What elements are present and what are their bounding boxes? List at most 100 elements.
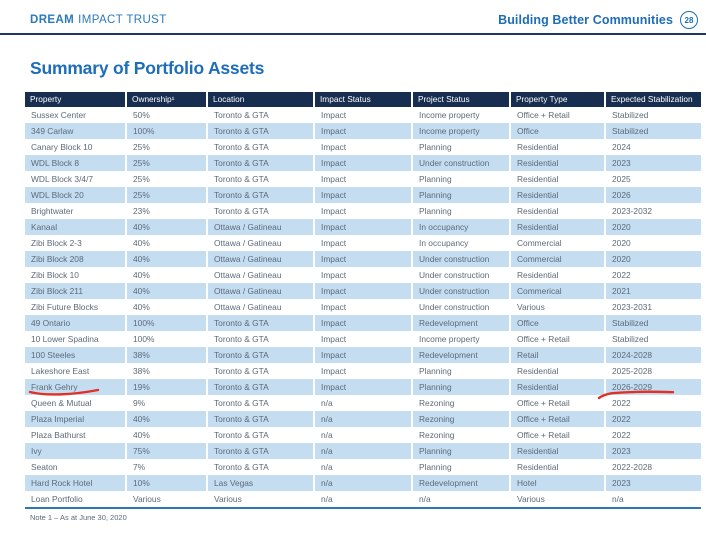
table-cell: Toronto & GTA xyxy=(206,427,313,443)
table-cell: Residential xyxy=(509,171,604,187)
table-cell: Impact xyxy=(313,203,411,219)
column-header: Ownership¹ xyxy=(125,92,206,107)
table-cell: 40% xyxy=(125,283,206,299)
table-cell: n/a xyxy=(313,475,411,491)
table-cell: 2021 xyxy=(604,283,701,299)
table-cell: Planning xyxy=(411,139,509,155)
table-cell: Stabilized xyxy=(604,107,701,123)
table-cell: Impact xyxy=(313,235,411,251)
table-row: Ivy 75% Toronto & GTA n/a Planning Residentia… xyxy=(25,443,701,459)
table-cell: n/a xyxy=(313,411,411,427)
table-cell: Office + Retail xyxy=(509,411,604,427)
table-cell: 100% xyxy=(125,315,206,331)
table-cell: Impact xyxy=(313,379,411,395)
table-cell: In occupancy xyxy=(411,219,509,235)
table-cell: Toronto & GTA xyxy=(206,347,313,363)
table-cell: Various xyxy=(125,491,206,507)
table-row: Zibi Block 208 40% Ottawa / Gatineau Impact… xyxy=(25,251,701,267)
table-cell: Zibi Block 10 xyxy=(31,270,79,280)
table-cell: Toronto & GTA xyxy=(206,155,313,171)
table-cell: 40% xyxy=(125,299,206,315)
table-cell: Planning xyxy=(411,459,509,475)
table-cell: 2024-2028 xyxy=(604,347,701,363)
column-header: Expected Stabilization xyxy=(604,92,701,107)
table-cell: Ottawa / Gatineau xyxy=(206,219,313,235)
table-cell: Toronto & GTA xyxy=(206,395,313,411)
table-cell: 2022 xyxy=(604,395,701,411)
table-cell: 100% xyxy=(125,123,206,139)
table-cell: Toronto & GTA xyxy=(206,107,313,123)
top-header: DREAM IMPACT TRUST Building Better Commu… xyxy=(30,9,698,31)
table-cell: Residential xyxy=(509,363,604,379)
table-cell: 38% xyxy=(125,363,206,379)
table-cell: Ivy xyxy=(25,443,125,459)
table-cell: Residential xyxy=(509,203,604,219)
table-cell: 2023-2031 xyxy=(604,299,701,315)
table-cell: Impact xyxy=(313,363,411,379)
table-cell: Las Vegas xyxy=(206,475,313,491)
table-cell: Income property xyxy=(411,331,509,347)
table-row: Zibi Future Blocks 40% Ottawa / Gatineau Im… xyxy=(25,299,701,315)
table-cell: Toronto & GTA xyxy=(206,363,313,379)
table-cell: Impact xyxy=(313,123,411,139)
table-cell: Various xyxy=(509,299,604,315)
table-cell: Impact xyxy=(313,331,411,347)
table-row: Seaton 7% Toronto & GTA n/a Planning Resident… xyxy=(25,459,701,475)
table-cell: Office + Retail xyxy=(509,107,604,123)
table-cell: Sussex Center xyxy=(31,110,86,120)
table-cell: 50% xyxy=(125,107,206,123)
table-cell: Under construction xyxy=(411,251,509,267)
table-cell: Rezoning xyxy=(411,395,509,411)
table-cell: Under construction xyxy=(411,267,509,283)
table-cell: Office + Retail xyxy=(509,427,604,443)
table-cell: In occupancy xyxy=(411,235,509,251)
table-cell: 2020 xyxy=(604,219,701,235)
table-cell: Toronto & GTA xyxy=(206,123,313,139)
table-cell: Stabilized xyxy=(604,331,701,347)
table-cell: Frank Gehry xyxy=(25,379,125,395)
table-cell: Office xyxy=(509,123,604,139)
table-cell: 19% xyxy=(125,379,206,395)
table-cell: Toronto & GTA xyxy=(206,203,313,219)
table-row: Zibi Block 211 40% Ottawa / Gatineau Impact… xyxy=(25,283,701,299)
table-cell: Toronto & GTA xyxy=(206,171,313,187)
table-cell: Residential xyxy=(509,267,604,283)
table-cell: 2026 xyxy=(604,187,701,203)
table-cell: Under construction xyxy=(411,283,509,299)
table-cell: Toronto & GTA xyxy=(206,379,313,395)
table-cell: 2022 xyxy=(604,427,701,443)
table-row: Plaza Imperial 40% Toronto & GTA n/a Rezonin… xyxy=(25,411,701,427)
table-cell: Various xyxy=(206,491,313,507)
table-cell: 40% xyxy=(125,251,206,267)
table-cell: Redevelopment xyxy=(411,315,509,331)
table-cell: 49 Ontario xyxy=(25,315,125,331)
column-header: Location xyxy=(206,92,313,107)
brand-logo: DREAM IMPACT TRUST xyxy=(30,14,167,26)
table-cell: 2026-2029 xyxy=(604,379,701,395)
table-cell: Income property xyxy=(411,107,509,123)
table-cell: n/a xyxy=(313,459,411,475)
header-right: Building Better Communities 28 xyxy=(498,11,698,29)
table-cell: 100% xyxy=(125,331,206,347)
table-cell: Planning xyxy=(411,363,509,379)
table-cell: Planning xyxy=(411,187,509,203)
table-cell: n/a xyxy=(411,491,509,507)
table-cell: Impact xyxy=(313,283,411,299)
table-cell: Stabilized xyxy=(604,123,701,139)
table-cell: WDL Block 20 xyxy=(25,187,125,203)
table-cell: Impact xyxy=(313,139,411,155)
table-cell: 2023 xyxy=(604,443,701,459)
table-row: Frank Gehry 19% Toronto & GTA Impact Plannin… xyxy=(25,379,701,395)
table-header-row: Property Ownership¹ Location Impact Status P… xyxy=(25,92,701,107)
table-cell: 100 Steeles xyxy=(25,347,125,363)
table-cell: Brightwater xyxy=(31,206,74,216)
table-cell: 25% xyxy=(125,171,206,187)
table-row: WDL Block 20 25% Toronto & GTA Impact Planni… xyxy=(25,187,701,203)
table-cell: Impact xyxy=(313,251,411,267)
table-cell: 2023 xyxy=(604,155,701,171)
brand-dream-text: DREAM xyxy=(30,14,75,26)
table-body: Sussex Center 50% Toronto & GTA Impact Incom… xyxy=(25,107,701,509)
table-cell: 2022-2028 xyxy=(604,459,701,475)
table-cell: Lakeshore East xyxy=(31,366,90,376)
table-cell: Planning xyxy=(411,443,509,459)
